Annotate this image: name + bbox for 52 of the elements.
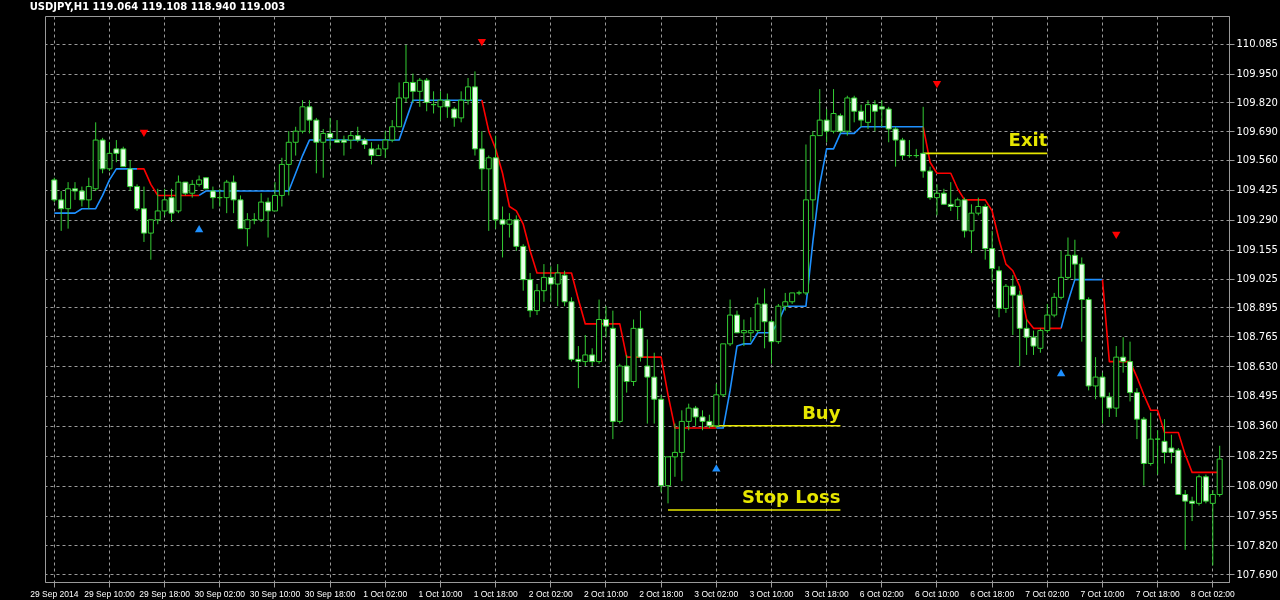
y-tick-label: 109.950 (1236, 68, 1278, 80)
x-tick-label: 30 Sep 18:00 (304, 588, 356, 599)
y-tick-label: 107.690 (1236, 568, 1278, 580)
x-tick-label: 1 Oct 10:00 (418, 588, 463, 599)
series-label: Exit (1008, 129, 1048, 151)
y-tick-label: 109.560 (1236, 154, 1278, 166)
point (932, 81, 942, 89)
y-tick-label: 108.895 (1236, 301, 1278, 313)
point (712, 464, 721, 472)
x-tick-label: 6 Oct 02:00 (859, 588, 905, 599)
y-tick-label: 107.820 (1236, 539, 1278, 551)
series-label: Stop Loss (742, 486, 841, 507)
x-tick-label: 30 Sep 10:00 (249, 588, 301, 599)
point (139, 129, 149, 138)
x-tick-label: 29 Sep 2014 (30, 588, 79, 599)
series-label: Buy (802, 401, 841, 423)
x-tick-label: 29 Sep 10:00 (84, 588, 136, 599)
x-tick-label: 3 Oct 02:00 (694, 588, 739, 599)
chart-title: USDJPY,H1 119.064 119.108 118.940 119.003 (29, 1, 286, 12)
y-tick-label: 109.155 (1236, 244, 1278, 256)
x-tick-label: 1 Oct 02:00 (363, 588, 408, 599)
x-tick-label: 2 Oct 18:00 (639, 588, 684, 599)
point (194, 225, 204, 233)
x-tick-label: 3 Oct 10:00 (749, 588, 794, 599)
y-tick-label: 110.085 (1236, 38, 1278, 50)
y-tick-label: 109.025 (1236, 273, 1278, 285)
x-tick-label: 6 Oct 18:00 (970, 588, 1015, 599)
x-tick-label: 29 Sep 18:00 (139, 588, 191, 599)
x-tick-label: 2 Oct 10:00 (583, 588, 629, 599)
point (1056, 369, 1066, 377)
x-tick-label: 2 Oct 02:00 (528, 588, 574, 599)
y-tick-label: 109.690 (1236, 125, 1278, 137)
x-tick-label: 3 Oct 18:00 (804, 588, 849, 599)
y-tick-label: 108.090 (1236, 480, 1278, 492)
y-tick-label: 109.820 (1236, 96, 1278, 108)
x-tick-label: 6 Oct 10:00 (914, 588, 960, 599)
y-tick-label: 107.955 (1236, 510, 1278, 522)
point (1112, 231, 1121, 239)
x-tick-label: 30 Sep 02:00 (194, 588, 246, 599)
y-tick-label: 108.630 (1236, 360, 1278, 372)
point (477, 38, 487, 47)
x-tick-label: 1 Oct 18:00 (473, 588, 518, 599)
x-tick-label: 7 Oct 10:00 (1080, 588, 1125, 599)
y-tick-label: 108.765 (1236, 330, 1278, 342)
x-tick-label: 8 Oct 02:00 (1190, 588, 1236, 599)
y-tick-label: 108.360 (1236, 420, 1278, 432)
y-tick-label: 109.425 (1236, 184, 1278, 196)
y-tick-label: 109.290 (1236, 214, 1278, 226)
x-tick-label: 7 Oct 18:00 (1135, 588, 1180, 599)
y-tick-label: 108.225 (1236, 450, 1278, 462)
x-tick-label: 7 Oct 02:00 (1025, 588, 1070, 599)
y-tick-label: 108.495 (1236, 390, 1278, 402)
